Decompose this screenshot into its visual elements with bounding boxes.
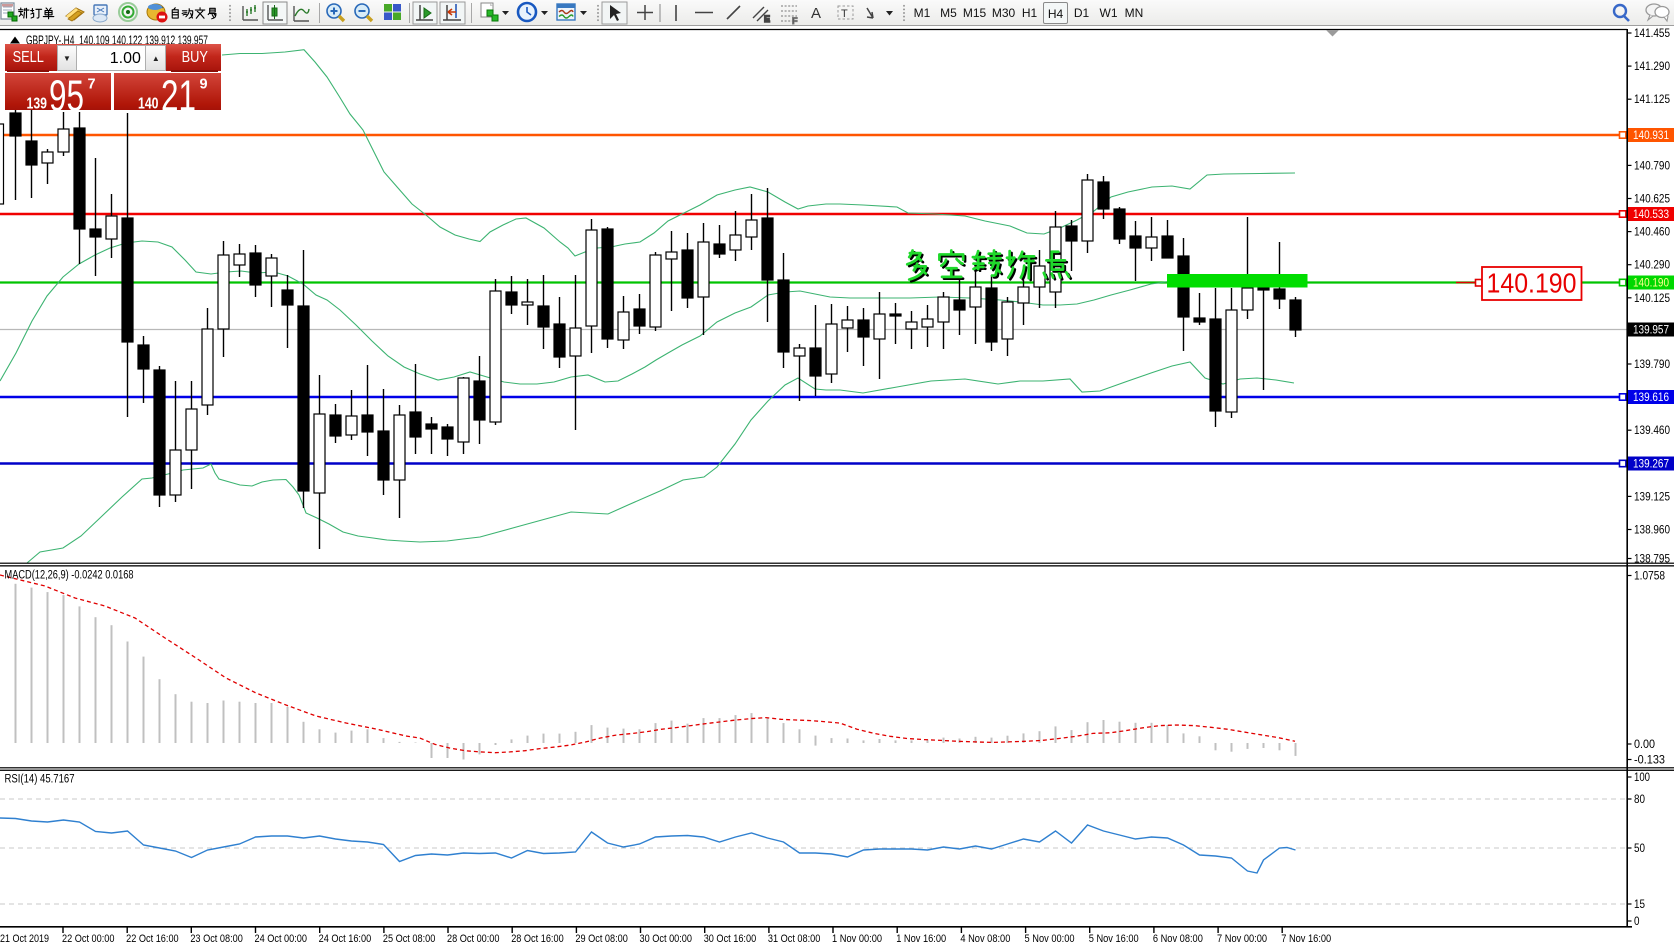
svg-text:100: 100 — [1634, 772, 1650, 784]
svg-text:24 Oct 00:00: 24 Oct 00:00 — [255, 933, 308, 945]
svg-text:1 Nov 16:00: 1 Nov 16:00 — [896, 933, 946, 945]
svg-text:138.960: 138.960 — [1634, 525, 1670, 537]
svg-text:140.190: 140.190 — [1633, 278, 1669, 290]
svg-text:140.625: 140.625 — [1634, 194, 1670, 206]
svg-text:-0.133: -0.133 — [1634, 754, 1665, 766]
svg-text:5 Nov 16:00: 5 Nov 16:00 — [1089, 933, 1139, 945]
svg-text:141.290: 141.290 — [1634, 61, 1670, 73]
svg-text:1 Nov 00:00: 1 Nov 00:00 — [832, 933, 882, 945]
svg-text:T: T — [841, 8, 848, 20]
svg-text:MACD(12,26,9) -0.0242 0.0168: MACD(12,26,9) -0.0242 0.0168 — [5, 570, 134, 582]
svg-text:140.125: 140.125 — [1634, 293, 1670, 305]
svg-text:15: 15 — [1634, 899, 1645, 911]
svg-text:139.460: 139.460 — [1634, 425, 1670, 437]
svg-text:21: 21 — [161, 73, 196, 111]
svg-text:140.533: 140.533 — [1633, 209, 1669, 221]
svg-text:30 Oct 00:00: 30 Oct 00:00 — [640, 933, 693, 945]
svg-text:5 Nov 00:00: 5 Nov 00:00 — [1025, 933, 1075, 945]
svg-text:140.290: 140.290 — [1634, 260, 1670, 272]
svg-text:141.125: 141.125 — [1634, 94, 1670, 106]
svg-text:139: 139 — [27, 95, 48, 111]
svg-text:139.790: 139.790 — [1634, 359, 1670, 371]
svg-text:28 Oct 16:00: 28 Oct 16:00 — [511, 933, 564, 945]
svg-text:E: E — [764, 14, 770, 24]
svg-text:31 Oct 08:00: 31 Oct 08:00 — [768, 933, 821, 945]
svg-text:0: 0 — [1634, 916, 1640, 928]
svg-text:138.795: 138.795 — [1634, 554, 1670, 566]
svg-text:139.125: 139.125 — [1634, 491, 1670, 503]
svg-text:139.267: 139.267 — [1633, 459, 1669, 471]
svg-text:RSI(14) 45.7167: RSI(14) 45.7167 — [5, 774, 75, 786]
svg-text:0.00: 0.00 — [1634, 739, 1655, 751]
svg-text:30 Oct 16:00: 30 Oct 16:00 — [704, 933, 757, 945]
svg-text:22 Oct 00:00: 22 Oct 00:00 — [62, 933, 115, 945]
svg-text:95: 95 — [49, 73, 84, 111]
svg-text:28 Oct 00:00: 28 Oct 00:00 — [447, 933, 500, 945]
svg-text:7 Nov 00:00: 7 Nov 00:00 — [1217, 933, 1267, 945]
svg-text:22 Oct 16:00: 22 Oct 16:00 — [126, 933, 179, 945]
svg-text:21 Oct 2019: 21 Oct 2019 — [0, 933, 49, 945]
svg-text:25 Oct 08:00: 25 Oct 08:00 — [383, 933, 436, 945]
svg-text:A: A — [811, 5, 821, 22]
svg-text:1.0758: 1.0758 — [1634, 570, 1665, 582]
svg-text:50: 50 — [1634, 843, 1645, 855]
svg-text:139.616: 139.616 — [1633, 392, 1669, 404]
svg-text:4 Nov 08:00: 4 Nov 08:00 — [960, 933, 1010, 945]
svg-text:F: F — [792, 16, 798, 26]
svg-text:6 Nov 08:00: 6 Nov 08:00 — [1153, 933, 1203, 945]
svg-text:7 Nov 16:00: 7 Nov 16:00 — [1281, 933, 1331, 945]
svg-text:23 Oct 08:00: 23 Oct 08:00 — [190, 933, 243, 945]
svg-text:139.957: 139.957 — [1633, 325, 1669, 337]
svg-text:29 Oct 08:00: 29 Oct 08:00 — [575, 933, 628, 945]
svg-text:141.455: 141.455 — [1634, 28, 1670, 40]
svg-text:140.931: 140.931 — [1633, 130, 1669, 142]
svg-text:140.790: 140.790 — [1634, 160, 1670, 172]
svg-text:140.460: 140.460 — [1634, 227, 1670, 239]
svg-text:80: 80 — [1634, 794, 1645, 806]
svg-text:7: 7 — [88, 76, 96, 92]
svg-text:9: 9 — [200, 76, 208, 92]
svg-text:24 Oct 16:00: 24 Oct 16:00 — [319, 933, 372, 945]
svg-text:140: 140 — [138, 95, 159, 111]
svg-text:140.190: 140.190 — [1487, 268, 1577, 299]
